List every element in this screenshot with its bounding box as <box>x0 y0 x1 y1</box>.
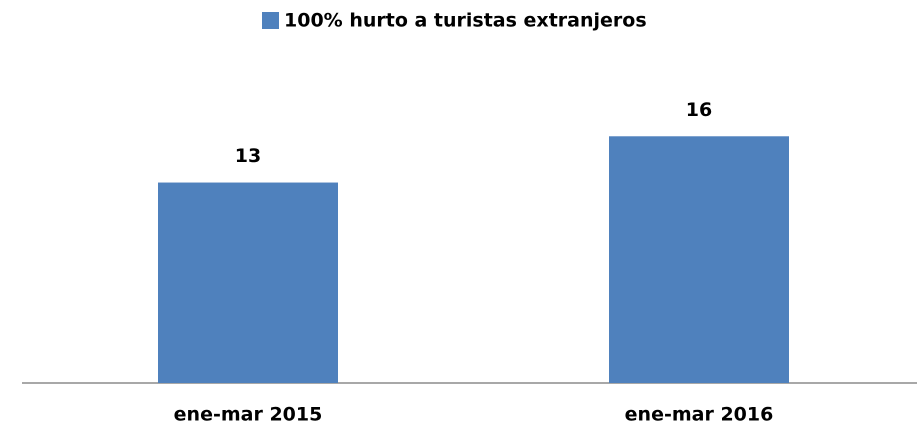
legend-label: 100% hurto a turistas extranjeros <box>284 10 647 32</box>
bar <box>158 182 338 383</box>
value-label: 13 <box>235 145 261 167</box>
x-tick-label: ene-mar 2016 <box>625 404 774 426</box>
bar <box>609 136 789 383</box>
legend-swatch <box>262 12 279 29</box>
value-label: 16 <box>686 99 712 121</box>
x-tick-label: ene-mar 2015 <box>174 404 323 426</box>
